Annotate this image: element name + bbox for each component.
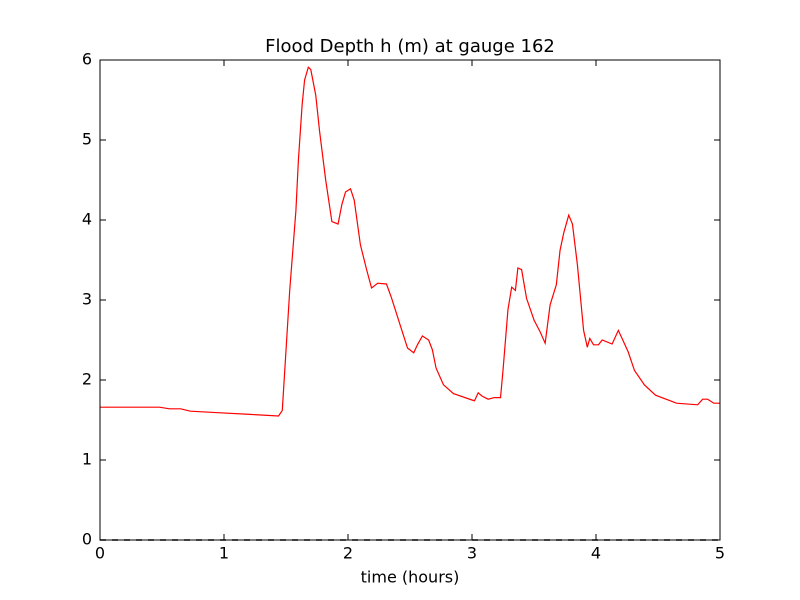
y-tick-label: 6	[82, 50, 92, 69]
x-tick-label: 0	[95, 544, 105, 563]
x-tick-label: 4	[591, 544, 601, 563]
y-tick-label: 1	[82, 450, 92, 469]
y-tick-label: 5	[82, 130, 92, 149]
y-tick-label: 4	[82, 210, 92, 229]
chart-title: Flood Depth h (m) at gauge 162	[265, 36, 555, 57]
x-tick-label: 2	[343, 544, 353, 563]
y-tick-label: 0	[82, 530, 92, 549]
y-tick-label: 2	[82, 370, 92, 389]
x-tick-label: 5	[715, 544, 725, 563]
x-tick-label: 3	[467, 544, 477, 563]
y-tick-label: 3	[82, 290, 92, 309]
x-tick-label: 1	[219, 544, 229, 563]
data-line	[100, 66, 720, 417]
x-axis-label: time (hours)	[361, 568, 460, 587]
